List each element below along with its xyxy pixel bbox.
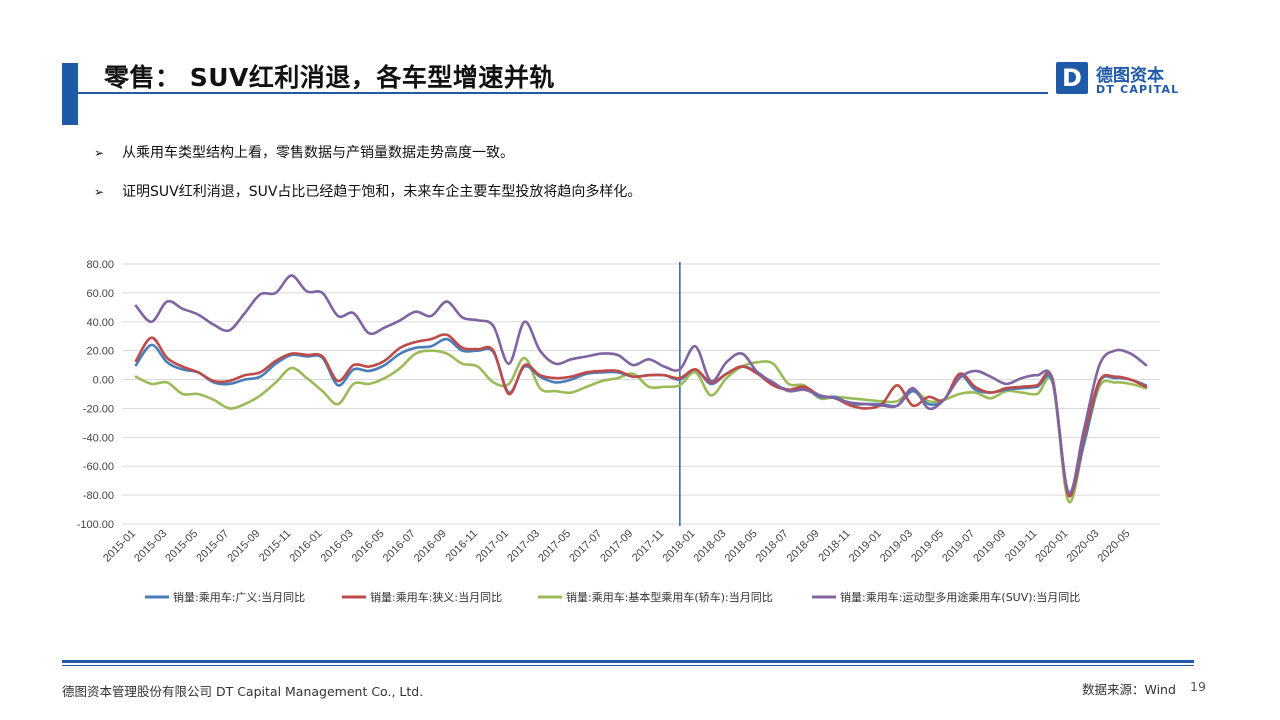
bullet-item: ➢ 证明SUV红利消退，SUV占比已经趋于饱和，未来车企主要车型投放将趋向多样化… — [94, 182, 641, 202]
x-tick-label: 2017-03 — [505, 528, 542, 565]
title-accent-bar — [62, 63, 78, 125]
x-tick-label: 2015-01 — [101, 528, 138, 565]
x-tick-label: 2018-11 — [816, 528, 852, 564]
series-line-3 — [134, 349, 1148, 504]
x-tick-label: 2017-11 — [630, 528, 666, 564]
x-tick-label: 2016-09 — [412, 528, 449, 565]
x-tick-label: 2015-03 — [132, 528, 169, 565]
x-tick-label: 2018-01 — [660, 528, 697, 565]
x-tick-label: 2016-03 — [319, 528, 356, 565]
x-tick-label: 2017-07 — [567, 528, 604, 565]
x-tick-label: 2020-03 — [1064, 528, 1101, 565]
x-tick-label: 2015-09 — [225, 528, 262, 565]
y-tick-label: 20.00 — [86, 346, 114, 358]
legend-label: 销量:乘用车:运动型多用途乘用车(SUV):当月同比 — [840, 590, 1080, 604]
bullet-arrow-icon: ➢ — [94, 185, 105, 199]
bullet-text: 从乘用车类型结构上看，零售数据与产销量数据走势高度一致。 — [122, 145, 514, 161]
x-tick-label: 2017-09 — [598, 528, 635, 565]
yoy-sales-line-chart: 80.00 60.00 40.00 20.00 0.00 -20.00 -40.00 -60.… — [77, 259, 1160, 604]
x-tick-label: 2017-05 — [536, 528, 573, 565]
title-underline — [78, 92, 1048, 94]
x-tick-label: 2016-05 — [350, 528, 387, 565]
x-tick-label: 2019-09 — [971, 528, 1008, 565]
footer-rule — [62, 660, 1194, 663]
page-title: 零售： SUV红利消退，各车型增速并轨 — [104, 63, 555, 92]
series-line-2 — [134, 333, 1148, 498]
y-tick-label: -100.00 — [77, 519, 114, 531]
bullet-item: ➢ 从乘用车类型结构上看，零售数据与产销量数据走势高度一致。 — [94, 143, 641, 163]
logo-mark: D — [1056, 62, 1088, 94]
x-tick-label: 2019-01 — [847, 528, 884, 565]
x-tick-label: 2019-05 — [909, 528, 946, 565]
logo-text-en: DT CAPITAL — [1096, 83, 1180, 96]
x-tick-label: 2015-07 — [194, 528, 231, 565]
y-tick-label: -60.00 — [83, 461, 114, 473]
company-logo: D 德图资本 DT CAPITAL — [1056, 62, 1186, 96]
legend-label: 销量:乘用车:广义:当月同比 — [173, 590, 305, 604]
x-tick-label: 2017-01 — [474, 528, 511, 565]
x-tick-label: 2019-03 — [878, 528, 915, 565]
x-tick-label: 2018-09 — [785, 528, 822, 565]
page-number: 19 — [1190, 679, 1206, 694]
x-tick-label: 2016-01 — [288, 528, 325, 565]
x-tick-label: 2016-11 — [444, 528, 480, 564]
x-tick-label: 2020-05 — [1096, 528, 1133, 565]
y-tick-label: -20.00 — [83, 403, 114, 415]
x-tick-label: 2016-07 — [381, 528, 418, 565]
x-tick-label: 2015-11 — [257, 528, 293, 564]
x-tick-label: 2018-05 — [723, 528, 760, 565]
y-tick-label: 80.00 — [86, 259, 114, 271]
logo-text-cn: 德图资本 — [1096, 66, 1164, 86]
series-line-4 — [134, 274, 1148, 495]
legend-label: 销量:乘用车:基本型乘用车(轿车):当月同比 — [566, 590, 773, 604]
x-tick-label: 2018-07 — [754, 528, 791, 565]
bullet-text: 证明SUV红利消退，SUV占比已经趋于饱和，未来车企主要车型投放将趋向多样化。 — [122, 184, 642, 200]
y-tick-label: 0.00 — [93, 375, 114, 387]
footer-source: 数据来源：Wind — [1082, 682, 1176, 697]
footer-rule-thin — [62, 665, 1194, 666]
x-tick-label: 2019-11 — [1003, 528, 1039, 564]
legend-label: 销量:乘用车:狭义:当月同比 — [370, 590, 502, 604]
x-tick-label: 2015-05 — [163, 528, 200, 565]
y-tick-label: 60.00 — [86, 288, 114, 300]
y-tick-label: 40.00 — [86, 317, 114, 329]
y-tick-label: -40.00 — [83, 432, 114, 444]
bullet-list: ➢ 从乘用车类型结构上看，零售数据与产销量数据走势高度一致。 ➢ 证明SUV红利… — [94, 143, 641, 221]
bullet-arrow-icon: ➢ — [94, 146, 105, 160]
y-tick-label: -80.00 — [83, 490, 114, 502]
x-tick-label: 2020-01 — [1033, 528, 1070, 565]
x-tick-label: 2019-07 — [940, 528, 977, 565]
footer-company: 德图资本管理股份有限公司 DT Capital Management Co., … — [62, 684, 424, 699]
x-tick-label: 2018-03 — [692, 528, 729, 565]
